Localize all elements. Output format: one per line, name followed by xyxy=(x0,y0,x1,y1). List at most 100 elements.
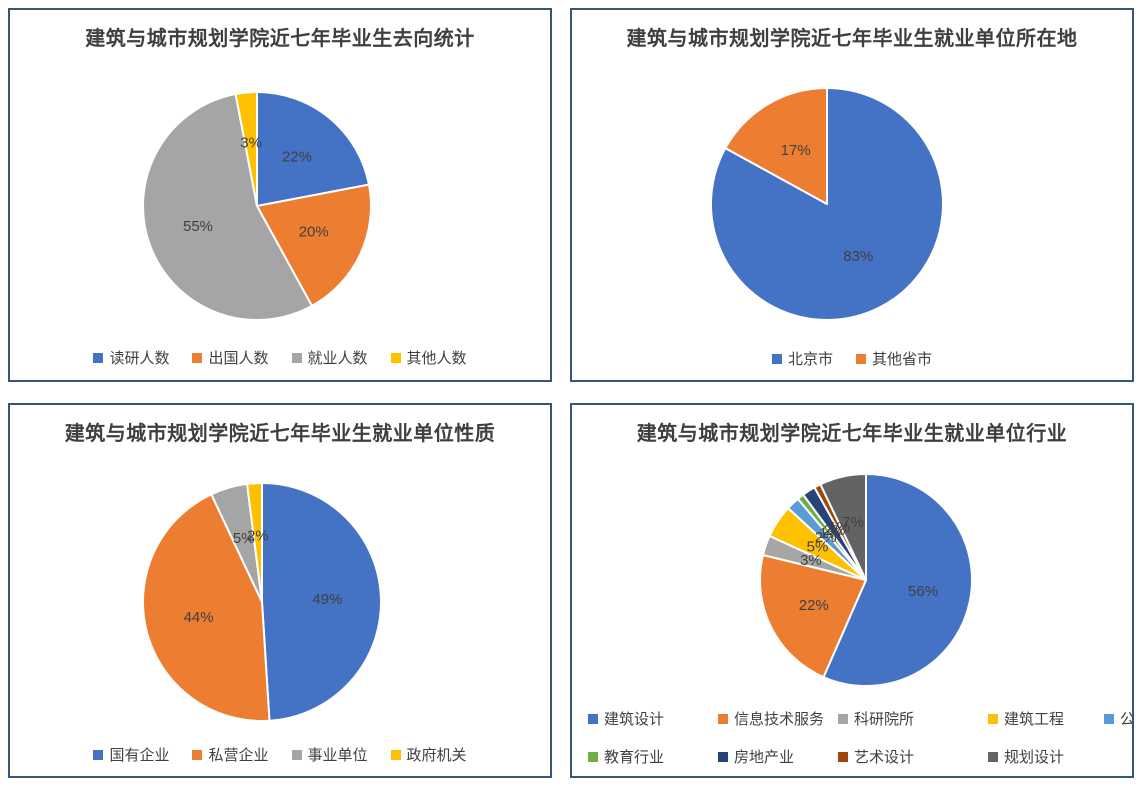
slice-value-label: 55% xyxy=(183,218,213,235)
slice-value-label: 3% xyxy=(240,135,262,152)
legend-item: 政府机关 xyxy=(390,744,467,765)
legend-label: 其他省市 xyxy=(872,351,933,368)
slice-value-label: 56% xyxy=(908,583,938,600)
pie-slice xyxy=(724,87,828,205)
pie-chart-employer-industry: 56% 22% 3%5%2%1%2%1%7% xyxy=(759,473,973,687)
pie-slice xyxy=(261,482,382,722)
chart-panel-employer-location: 建筑与城市规划学院近七年毕业生就业单位所在地 83% 17% 北京市 其他省市 xyxy=(570,8,1134,382)
slice-value-label: 2% xyxy=(815,529,837,546)
legend-item: 私营企业 xyxy=(192,744,269,765)
legend-item: 国有企业 xyxy=(93,744,169,765)
chart-title: 建筑与城市规划学院近七年毕业生就业单位所在地 xyxy=(626,28,1078,50)
legend-item: 出国人数 xyxy=(192,347,269,368)
chart-legend: 建筑设计 信息技术服务 科研院所 建筑工程 公务员教育行业 房地产业 艺术设计 规划设计 xyxy=(588,708,1132,767)
legend-swatch xyxy=(93,749,104,760)
slice-value-label: 3% xyxy=(800,552,822,569)
slice-value-label: 1% xyxy=(819,525,841,542)
chart-legend: 读研人数 出国人数 就业人数 其他人数 xyxy=(10,347,550,368)
legend-label: 房地产业 xyxy=(734,749,795,766)
legend-item: 科研院所 xyxy=(838,708,988,729)
legend-swatch xyxy=(988,713,998,724)
legend-label: 建筑设计 xyxy=(604,711,665,728)
slice-value-label: 17% xyxy=(781,142,811,159)
legend-label: 国有企业 xyxy=(109,747,170,764)
legend-item: 教育行业 xyxy=(588,746,718,767)
pie-slice xyxy=(234,91,258,207)
legend-label: 北京市 xyxy=(787,351,833,368)
slice-value-label: 7% xyxy=(842,514,864,531)
legend-label: 私营企业 xyxy=(208,747,269,764)
legend-swatch xyxy=(588,751,598,762)
chart-legend: 国有企业 私营企业 事业单位 政府机关 xyxy=(10,744,550,765)
legend-label: 读研人数 xyxy=(109,350,170,367)
legend-item: 北京市 xyxy=(771,348,833,369)
legend-swatch xyxy=(838,751,848,762)
legend-label: 出国人数 xyxy=(208,350,269,367)
legend-swatch xyxy=(93,352,104,363)
legend-label: 就业人数 xyxy=(307,350,368,367)
legend-swatch xyxy=(390,352,401,363)
legend-item: 房地产业 xyxy=(718,746,838,767)
pie-chart-graduate-destinations: 22% 20% 55% 3% xyxy=(142,91,372,321)
legend-item: 建筑工程 xyxy=(988,708,1104,729)
legend-swatch xyxy=(718,713,728,724)
chart-panel-graduate-destinations: 建筑与城市规划学院近七年毕业生去向统计 22% 20% 55% 3% 读研人数 出国人数… xyxy=(8,8,552,382)
slice-value-label: 5% xyxy=(807,539,829,556)
legend-item: 艺术设计 xyxy=(838,746,988,767)
slice-value-label: 2% xyxy=(247,528,269,545)
slice-value-label: 2% xyxy=(824,522,846,539)
chart-title: 建筑与城市规划学院近七年毕业生就业单位行业 xyxy=(636,423,1068,445)
slice-value-label: 49% xyxy=(312,591,342,608)
pie-chart-employer-type: 49% 44% 5%2% xyxy=(142,482,382,722)
legend-swatch xyxy=(771,353,782,364)
legend-item: 建筑设计 xyxy=(588,708,718,729)
pie-slice xyxy=(142,93,313,321)
legend-label: 科研院所 xyxy=(854,711,915,728)
legend-swatch xyxy=(390,749,401,760)
pie-slice xyxy=(819,473,867,581)
legend-label: 艺术设计 xyxy=(854,749,915,766)
chart-title: 建筑与城市规划学院近七年毕业生就业单位性质 xyxy=(64,423,496,445)
legend-item: 规划设计 xyxy=(988,746,1104,767)
legend-swatch xyxy=(192,352,203,363)
legend-item: 公务员 xyxy=(1104,708,1134,729)
legend-item: 其他省市 xyxy=(856,348,932,369)
legend-swatch xyxy=(856,353,866,364)
legend-swatch xyxy=(988,751,998,762)
legend-swatch xyxy=(1104,713,1114,724)
chart-panel-employer-industry: 建筑与城市规划学院近七年毕业生就业单位行业 56% 22% 3% 5% 2% 1% 2% 1%… xyxy=(570,403,1134,778)
legend-swatch xyxy=(838,713,848,724)
legend-label: 政府机关 xyxy=(406,747,467,764)
legend-swatch xyxy=(718,751,728,762)
legend-item: 读研人数 xyxy=(93,347,169,368)
chart-title: 建筑与城市规划学院近七年毕业生去向统计 xyxy=(85,28,475,50)
pie-slice xyxy=(822,473,973,687)
legend-swatch xyxy=(291,749,302,760)
legend-label: 建筑工程 xyxy=(1004,711,1065,728)
legend-item: 事业单位 xyxy=(291,744,368,765)
legend-swatch xyxy=(588,713,598,724)
slice-value-label: 22% xyxy=(799,597,829,614)
legend-item: 信息技术服务 xyxy=(718,708,838,729)
legend-label: 事业单位 xyxy=(307,747,368,764)
slice-value-label: 83% xyxy=(843,248,873,265)
pie-slice xyxy=(759,554,867,679)
legend-item: 其他人数 xyxy=(390,347,467,368)
slice-value-label: 1% xyxy=(828,519,850,536)
pie-chart-employer-location: 83% 17% xyxy=(710,87,944,321)
legend-label: 信息技术服务 xyxy=(734,711,825,728)
pie-slice xyxy=(246,482,263,603)
legend-label: 规划设计 xyxy=(1004,749,1065,766)
legend-label: 公务员 xyxy=(1120,711,1134,728)
chart-panel-employer-type: 建筑与城市规划学院近七年毕业生就业单位性质 49% 44% 5% 2% 国有企业 私营企… xyxy=(8,403,552,778)
slice-value-label: 22% xyxy=(282,149,312,166)
slice-value-label: 44% xyxy=(184,609,214,626)
slice-value-label: 20% xyxy=(299,224,329,241)
legend-item: 就业人数 xyxy=(291,347,368,368)
legend-swatch xyxy=(291,352,302,363)
pie-slice xyxy=(256,183,372,307)
slice-value-label: 5% xyxy=(233,530,255,547)
legend-swatch xyxy=(192,749,203,760)
legend-label: 教育行业 xyxy=(604,749,665,766)
